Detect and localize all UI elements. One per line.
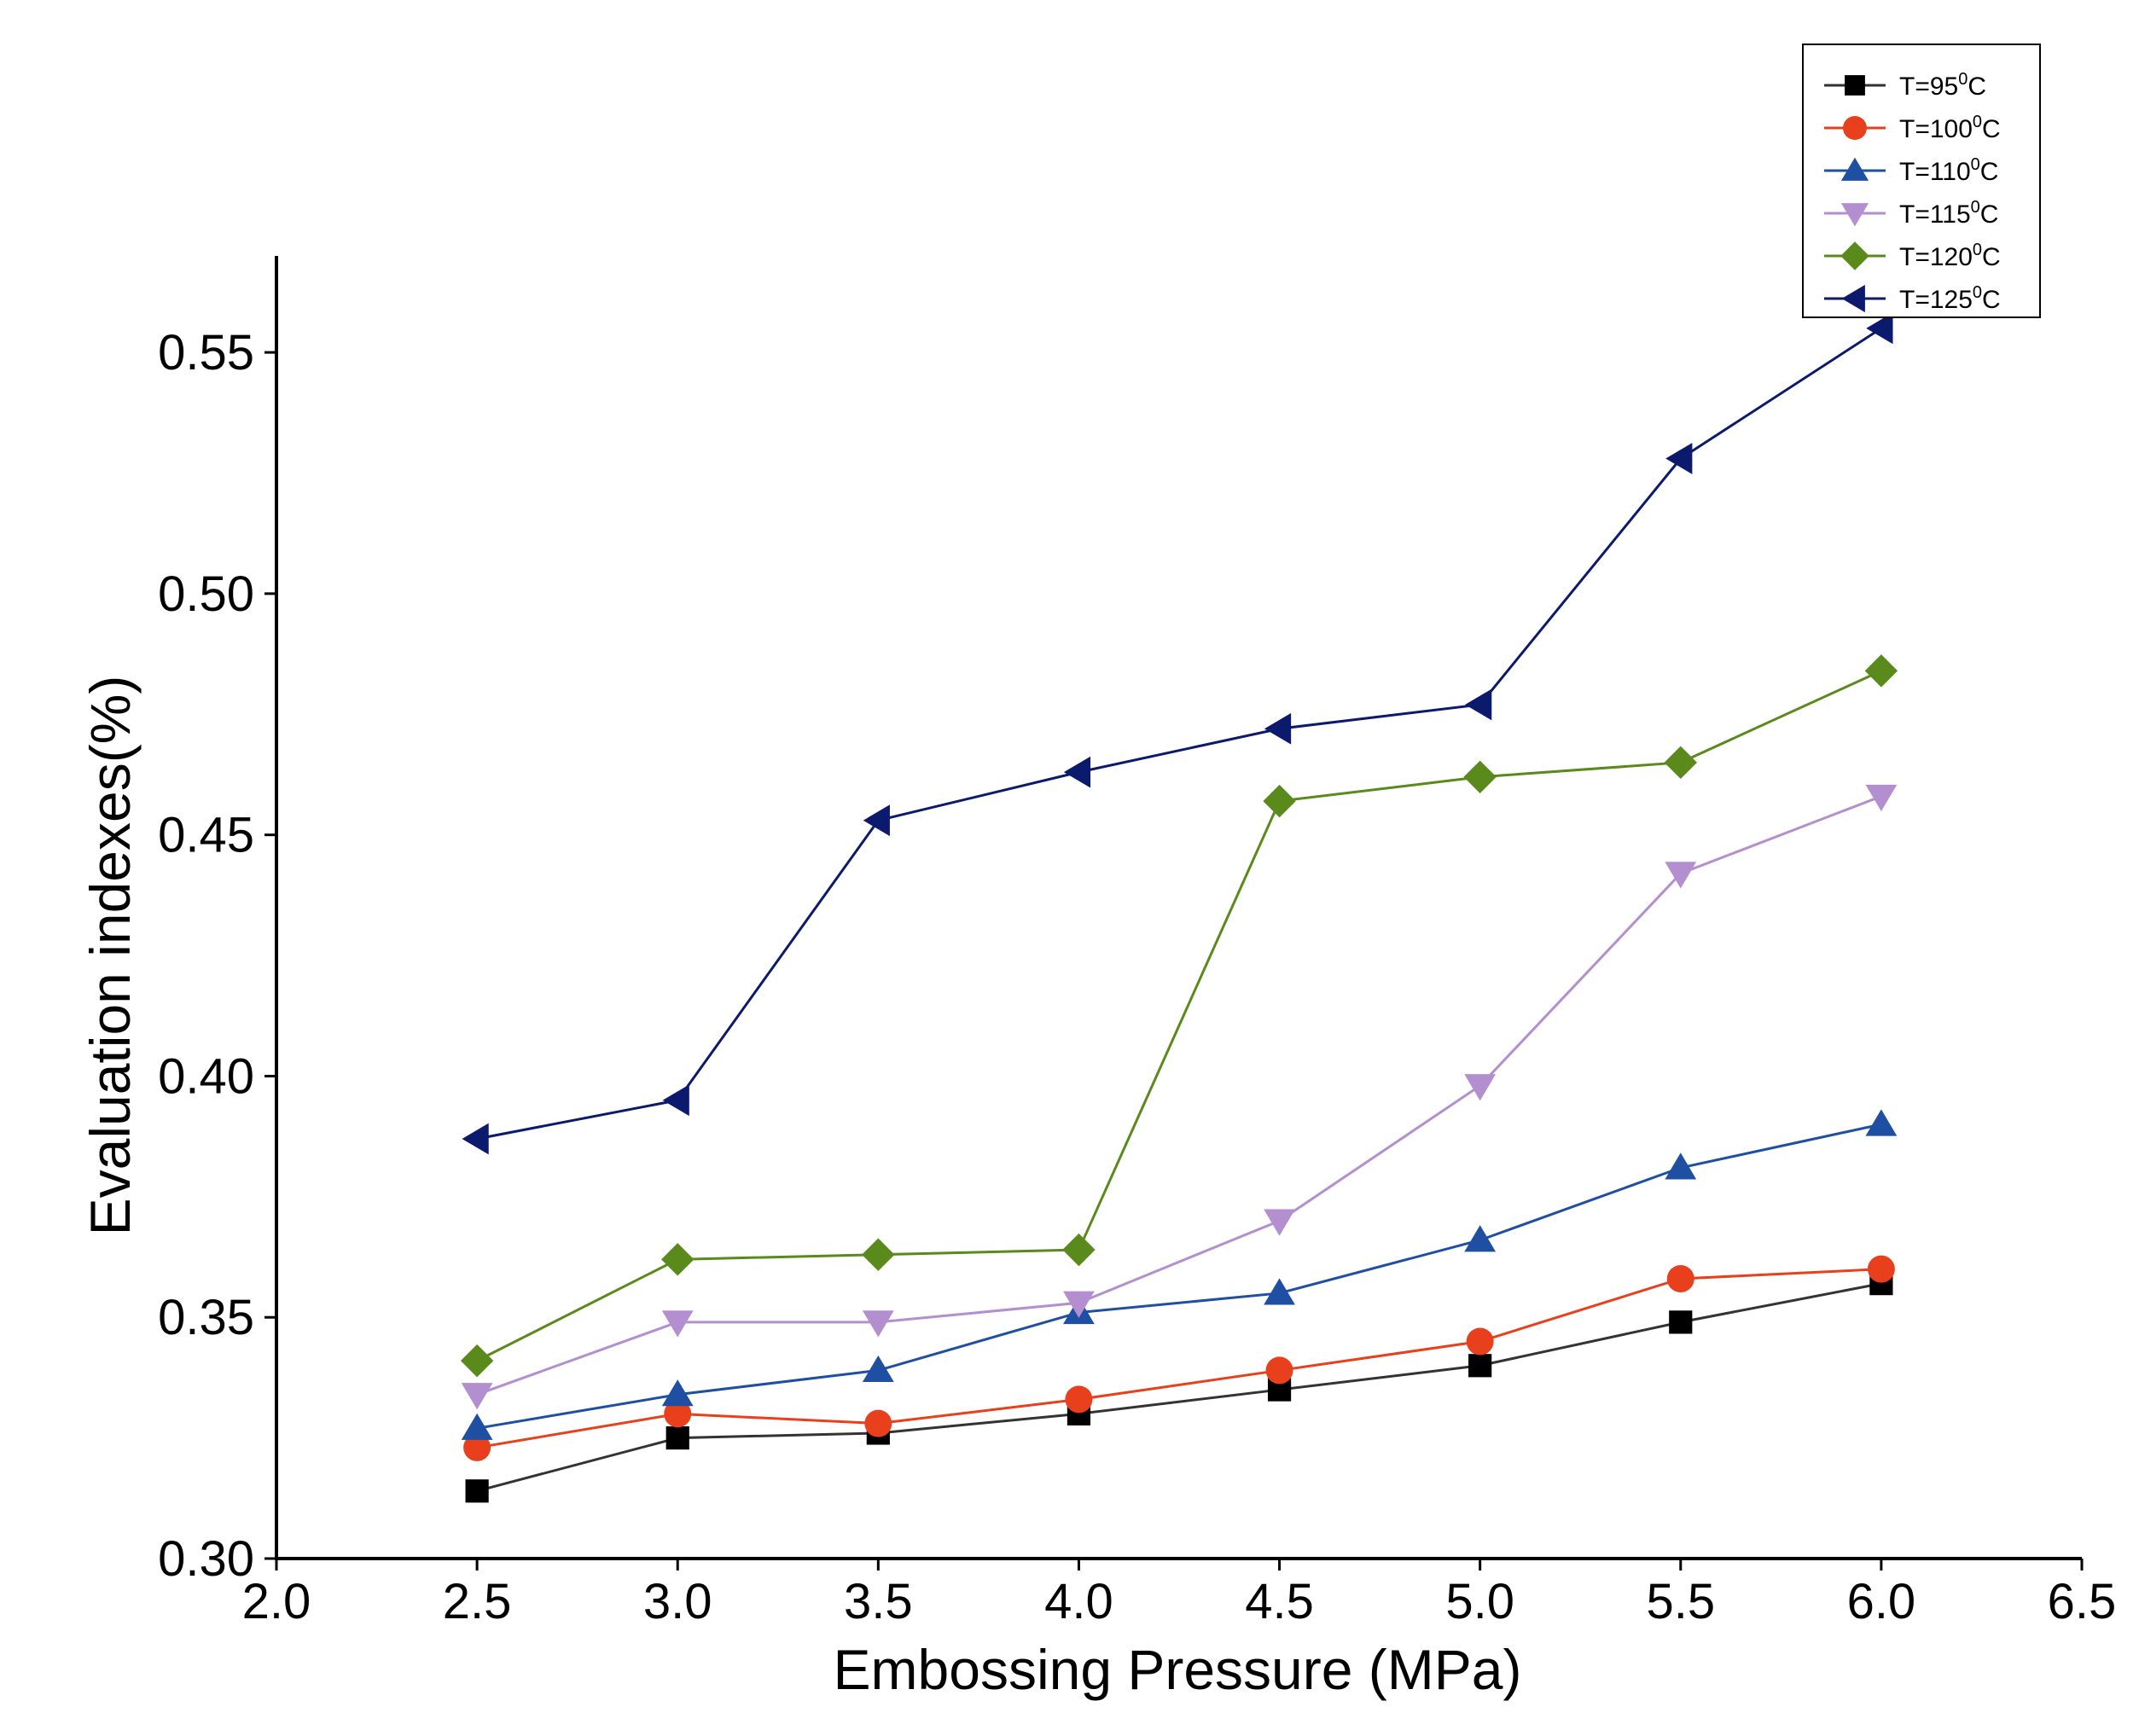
data-point [460, 1344, 494, 1378]
data-point [1866, 312, 1893, 345]
y-tick-label: 0.40 [158, 1048, 254, 1104]
legend-entry: T=1200C [1824, 241, 2001, 271]
y-tick-label: 0.50 [158, 566, 254, 622]
data-point [862, 1355, 894, 1383]
series-T=120°C [460, 654, 1898, 1378]
data-point [1264, 712, 1292, 745]
legend-box [1802, 44, 2041, 318]
x-tick-label: 5.5 [1646, 1574, 1715, 1629]
data-point [661, 1243, 695, 1276]
series-line [476, 327, 1882, 1141]
x-tick-label: 3.0 [643, 1574, 712, 1629]
legend-marker [1840, 157, 1869, 181]
data-point [1865, 784, 1898, 812]
data-point [1468, 1354, 1492, 1378]
y-tick-label: 0.45 [158, 808, 254, 863]
x-axis-ticks: 2.0 2.5 3.0 3.5 4.0 4.5 5.0 5.5 6.0 6.5 [242, 1559, 2117, 1629]
legend-marker [1843, 116, 1867, 140]
data-point [661, 1379, 694, 1407]
data-point [862, 1238, 895, 1271]
y-tick-label: 0.55 [158, 325, 254, 380]
data-point [1666, 1264, 1694, 1292]
data-point [662, 1084, 689, 1117]
legend-marker [1841, 284, 1865, 313]
y-tick-label: 0.30 [158, 1531, 254, 1587]
legend: T=950C T=1000C T=1100C T=1150C T=1200C T=1250… [1802, 44, 2041, 318]
data-point [1864, 654, 1898, 688]
y-axis-title: Evaluation indexes(%) [78, 676, 142, 1236]
y-tick-label: 0.35 [158, 1290, 254, 1345]
data-point [1063, 1291, 1095, 1318]
legend-entry: T=1100C [1824, 155, 1998, 186]
legend-label: T=1150C [1899, 198, 1998, 229]
data-point [1865, 1109, 1898, 1136]
x-axis-title: Embossing Pressure (MPa) [834, 1638, 1522, 1701]
data-point [461, 1413, 493, 1440]
legend-marker [1840, 241, 1869, 270]
series-T=110°C [461, 1109, 1898, 1440]
series-T=115°C [461, 784, 1898, 1410]
data-point [461, 1383, 493, 1410]
data-point [864, 1409, 892, 1437]
data-point [1466, 1327, 1494, 1356]
x-tick-label: 6.5 [2048, 1574, 2117, 1629]
legend-entry: T=1150C [1824, 198, 1998, 229]
x-tick-label: 5.0 [1445, 1574, 1514, 1629]
x-tick-label: 4.0 [1044, 1574, 1113, 1629]
data-point [1063, 756, 1091, 788]
legend-label: T=1200C [1899, 241, 2001, 271]
data-point [1062, 1233, 1096, 1267]
data-point [1464, 1074, 1497, 1101]
legend-marker [1845, 75, 1865, 96]
data-point [1867, 1255, 1895, 1283]
series-T=100°C [463, 1255, 1895, 1461]
data-point [661, 1310, 694, 1338]
data-point [465, 1479, 489, 1503]
data-point [1463, 760, 1497, 793]
y-axis-ticks: 0.30 0.35 0.40 0.45 0.50 0.55 [158, 325, 276, 1587]
data-point [1065, 1385, 1093, 1414]
data-point [1465, 688, 1492, 721]
data-point [664, 1400, 692, 1428]
legend-label: T=1100C [1899, 155, 1998, 186]
x-tick-label: 6.0 [1847, 1574, 1916, 1629]
data-point [1665, 862, 1697, 889]
data-point [1264, 1278, 1295, 1305]
plot-area [460, 312, 1898, 1503]
series-line [476, 1282, 1882, 1493]
series-line [476, 795, 1882, 1396]
series-line [476, 670, 1882, 1362]
x-tick-label: 3.5 [844, 1574, 913, 1629]
data-point [863, 804, 890, 837]
data-point [1665, 1152, 1697, 1180]
data-point [666, 1426, 689, 1450]
legend-marker [1840, 203, 1869, 227]
series-line [476, 1268, 1881, 1449]
data-point [1464, 1225, 1497, 1252]
legend-label: T=1250C [1899, 283, 2001, 314]
legend-label: T=950C [1899, 70, 1986, 101]
legend-entry: T=1250C [1824, 283, 2001, 314]
data-point [1264, 1209, 1295, 1236]
x-tick-label: 4.5 [1245, 1574, 1314, 1629]
series-T=125°C [462, 312, 1893, 1155]
legend-entry: T=950C [1824, 70, 1986, 101]
series-line [476, 1123, 1882, 1430]
data-point [463, 1433, 491, 1461]
data-point [1664, 746, 1697, 780]
data-point [1665, 443, 1693, 474]
legend-label: T=1000C [1899, 113, 2001, 143]
data-point [462, 1123, 489, 1155]
legend-entry: T=1000C [1824, 113, 2001, 143]
x-tick-label: 2.0 [242, 1574, 311, 1629]
data-point [1265, 1356, 1293, 1385]
data-point [1263, 784, 1296, 818]
data-point [1669, 1310, 1693, 1334]
x-tick-label: 2.5 [443, 1574, 512, 1629]
data-point [862, 1310, 894, 1338]
